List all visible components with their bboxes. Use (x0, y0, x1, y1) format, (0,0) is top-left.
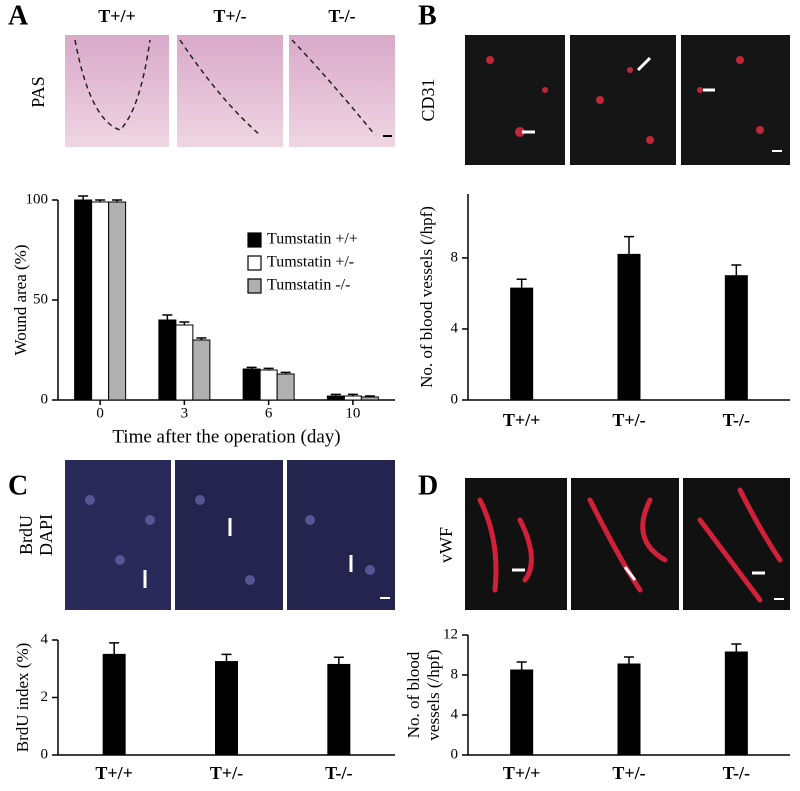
x-tick-label: T-/- (723, 410, 750, 430)
error-bar (364, 395, 375, 397)
x-tick-label: 10 (345, 405, 360, 421)
bar (242, 368, 261, 401)
panel-letter: A (8, 0, 29, 31)
bar (360, 396, 379, 401)
legend-swatch (247, 232, 262, 248)
panel-letter: B (418, 0, 437, 31)
bar (724, 275, 748, 401)
y-tick-label: 8 (451, 249, 459, 265)
bar (724, 651, 748, 756)
legend-label: Tumstatin -/- (267, 277, 350, 294)
bar (510, 669, 534, 756)
panel-letter: C (8, 470, 28, 501)
bar (192, 339, 211, 401)
column-header: T+/- (213, 6, 246, 26)
y-tick-label: 0 (41, 391, 49, 407)
x-tick-label: T+/+ (95, 763, 133, 783)
bar (158, 319, 177, 401)
error-bar (624, 235, 634, 255)
error-bar (196, 337, 207, 340)
y-tick-label: 0 (451, 746, 459, 762)
y-tick-label: 0 (451, 391, 459, 407)
error-bar (179, 321, 190, 325)
x-tick-label: T+/- (210, 763, 243, 783)
x-axis-label: Time after the operation (day) (112, 426, 340, 447)
error-bar (112, 199, 123, 202)
panel-letter: D (418, 470, 438, 501)
column-header: T+/+ (98, 6, 136, 26)
y-tick-label: 50 (33, 291, 48, 307)
bar (343, 395, 362, 401)
y-tick-label: 8 (451, 666, 459, 682)
x-tick-label: T-/- (723, 763, 750, 783)
image-label: PAS (28, 76, 48, 107)
error-bar (280, 371, 291, 374)
legend-swatch (247, 255, 262, 271)
bar (510, 287, 534, 401)
legend-label: Tumstatin +/- (267, 254, 354, 271)
bar (276, 373, 295, 401)
bar (175, 324, 194, 401)
bar (327, 663, 351, 756)
column-header: T-/- (328, 6, 355, 26)
x-tick-label: 3 (181, 405, 189, 421)
bar (617, 253, 641, 401)
x-tick-label: T+/- (612, 410, 645, 430)
y-axis-label: No. of blood (404, 651, 423, 738)
bar (259, 369, 278, 401)
cd31-images (465, 35, 790, 165)
error-bar (263, 367, 274, 370)
bar (326, 395, 345, 401)
error-bar (333, 656, 344, 665)
pas-images (65, 35, 395, 147)
image-label: DAPI (36, 514, 56, 556)
y-tick-label: 4 (41, 631, 49, 647)
error-bar (624, 656, 634, 664)
y-tick-label: 4 (451, 706, 459, 722)
error-bar (347, 393, 358, 396)
y-axis-label: Wound area (%) (11, 245, 30, 356)
error-bar (731, 264, 742, 276)
y-axis-label: vessels (/hpf) (424, 649, 443, 740)
image-label: vWF (436, 527, 456, 563)
x-tick-label: T+/+ (503, 763, 541, 783)
x-tick-label: 0 (96, 405, 104, 421)
bar (108, 201, 127, 401)
bar (617, 663, 641, 756)
error-bar (731, 643, 742, 652)
legend-label: Tumstatin +/+ (267, 231, 358, 248)
error-bar (162, 314, 173, 320)
y-axis-label: No. of blood vessels (/hpf) (417, 206, 436, 388)
error-bar (109, 642, 120, 655)
bar (215, 661, 238, 756)
error-bar (330, 393, 341, 396)
error-bar (78, 195, 89, 200)
y-tick-label: 12 (443, 626, 458, 642)
y-tick-label: 0 (41, 746, 49, 762)
y-axis-label: BrdU index (%) (13, 643, 32, 753)
x-tick-label: 6 (265, 405, 273, 421)
vwf-images (465, 478, 790, 610)
image-label: BrdU (16, 515, 36, 555)
bar (102, 653, 126, 756)
error-bar (246, 366, 257, 369)
x-tick-label: T+/+ (503, 410, 541, 430)
image-label: CD31 (418, 78, 438, 121)
bar (91, 201, 110, 401)
x-tick-label: T+/- (612, 763, 645, 783)
brdu-images (65, 460, 395, 610)
error-bar (95, 199, 106, 202)
bar (74, 199, 93, 401)
y-tick-label: 100 (26, 191, 49, 207)
error-bar (221, 653, 232, 662)
y-tick-label: 2 (41, 689, 49, 705)
error-bar (516, 661, 527, 670)
y-tick-label: 4 (451, 320, 459, 336)
x-tick-label: T-/- (325, 763, 352, 783)
error-bar (516, 278, 527, 289)
legend-swatch (247, 278, 262, 294)
